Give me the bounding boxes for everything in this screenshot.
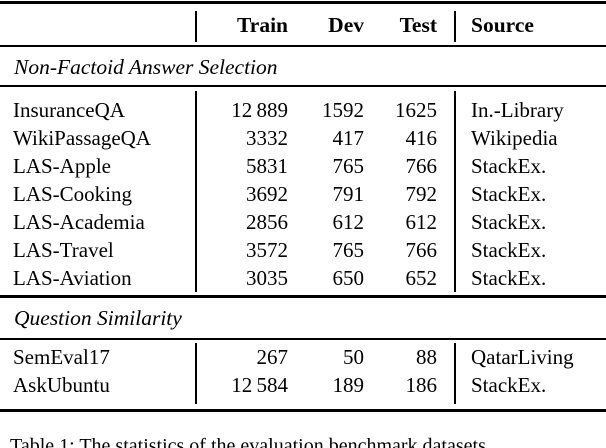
dev-value: 417 xyxy=(332,126,365,150)
dataset-name: SemEval17 xyxy=(13,345,110,369)
section-title-question-similarity: Question Similarity xyxy=(14,306,182,330)
section2-rule xyxy=(0,338,606,340)
dataset-name: InsuranceQA xyxy=(13,98,125,122)
section-title-non-factoid: Non-Factoid Answer Selection xyxy=(14,55,278,79)
dataset-name: WikiPassageQA xyxy=(13,126,151,150)
dev-value: 650 xyxy=(332,266,365,290)
test-value: 416 xyxy=(405,126,438,150)
source-value: StackEx. xyxy=(471,266,547,290)
test-value: 652 xyxy=(405,266,438,290)
dev-value: 50 xyxy=(343,345,364,369)
source-value: In.-Library xyxy=(471,98,564,122)
dev-value: 765 xyxy=(332,154,365,178)
top-rule xyxy=(0,1,606,4)
source-value: QatarLiving xyxy=(471,345,574,369)
train-value: 5831 xyxy=(246,154,288,178)
table-row: LAS-Apple 5831 765 766 StackEx. xyxy=(0,152,606,180)
table-row: LAS-Aviation 3035 650 652 StackEx. xyxy=(0,264,606,292)
table-row: LAS-Cooking 3692 791 792 StackEx. xyxy=(0,180,606,208)
train-value: 3692 xyxy=(246,182,288,206)
section1-rule xyxy=(0,85,606,87)
dataset-name: AskUbuntu xyxy=(13,373,110,397)
section1-col-separator-right xyxy=(454,91,456,292)
test-value: 792 xyxy=(405,182,438,206)
test-value: 766 xyxy=(405,154,438,178)
bottom-rule xyxy=(0,409,606,412)
source-value: StackEx. xyxy=(471,238,547,262)
header-test: Test xyxy=(399,13,437,37)
table-header-row: Train Dev Test Source xyxy=(0,11,606,39)
test-value: 88 xyxy=(416,345,437,369)
dev-value: 612 xyxy=(332,210,365,234)
test-value: 186 xyxy=(405,373,438,397)
train-value: 12 889 xyxy=(231,98,288,122)
dev-value: 189 xyxy=(332,373,365,397)
dev-value: 1592 xyxy=(322,98,364,122)
source-value: StackEx. xyxy=(471,182,547,206)
test-value: 766 xyxy=(405,238,438,262)
header-train: Train xyxy=(237,13,288,37)
train-value: 12 584 xyxy=(231,373,288,397)
dataset-name: LAS-Cooking xyxy=(13,182,133,206)
test-value: 612 xyxy=(405,210,438,234)
dataset-name: LAS-Apple xyxy=(13,154,111,178)
section2-col-separator-left xyxy=(195,343,197,404)
section2-col-separator-right xyxy=(454,343,456,404)
test-value: 1625 xyxy=(395,98,437,122)
header-col-separator-left xyxy=(195,11,197,42)
dev-value: 791 xyxy=(332,182,365,206)
table-row: InsuranceQA 12 889 1592 1625 In.-Library xyxy=(0,96,606,124)
table-row: WikiPassageQA 3332 417 416 Wikipedia xyxy=(0,124,606,152)
train-value: 3332 xyxy=(246,126,288,150)
train-value: 3035 xyxy=(246,266,288,290)
source-value: StackEx. xyxy=(471,210,547,234)
header-dev: Dev xyxy=(328,13,364,37)
table-row: AskUbuntu 12 584 189 186 StackEx. xyxy=(0,371,606,399)
table-row: LAS-Academia 2856 612 612 StackEx. xyxy=(0,208,606,236)
dataset-name: LAS-Travel xyxy=(13,238,114,262)
dataset-name: LAS-Academia xyxy=(13,210,145,234)
source-value: Wikipedia xyxy=(471,126,558,150)
table-caption: Table 1: The statistics of the evaluatio… xyxy=(10,435,491,448)
section1-col-separator-left xyxy=(195,91,197,292)
train-value: 2856 xyxy=(246,210,288,234)
source-value: StackEx. xyxy=(471,373,547,397)
table-row: SemEval17 267 50 88 QatarLiving xyxy=(0,343,606,371)
dev-value: 765 xyxy=(332,238,365,262)
table-row: LAS-Travel 3572 765 766 StackEx. xyxy=(0,236,606,264)
mid-section-rule xyxy=(0,295,606,298)
header-source: Source xyxy=(471,13,534,37)
header-col-separator-right xyxy=(454,11,456,42)
source-value: StackEx. xyxy=(471,154,547,178)
dataset-name: LAS-Aviation xyxy=(13,266,132,290)
header-rule xyxy=(0,45,606,47)
train-value: 3572 xyxy=(246,238,288,262)
train-value: 267 xyxy=(256,345,289,369)
